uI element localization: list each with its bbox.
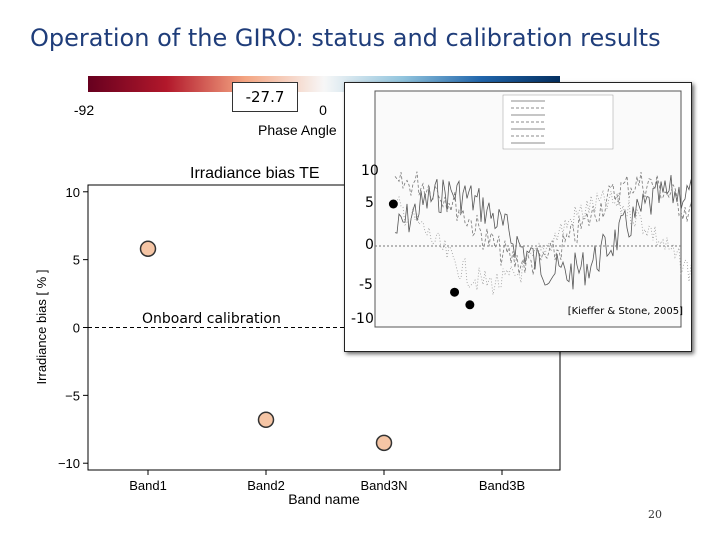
y-tick-label: 0 [73, 321, 80, 336]
y-axis-label: Irradiance bias [ % ] [34, 270, 49, 385]
inset-spectrum-curve [394, 171, 691, 275]
inset-label-minus5: -5 [359, 277, 373, 293]
data-point-band1 [139, 240, 157, 258]
data-point-band3n [375, 434, 393, 452]
inset-marker-2 [465, 300, 475, 310]
x-tick-label: Band1 [129, 478, 167, 493]
colorbar-tick-zero: 0 [319, 102, 327, 118]
inset-plot [374, 90, 691, 328]
x-tick-label: Band2 [247, 478, 285, 493]
x-axis-label: Band name [288, 491, 360, 507]
y-tick-label: −5 [65, 388, 80, 403]
x-tick-label: Band3B [479, 478, 525, 493]
colorbar-tick-min: -92 [74, 102, 94, 118]
colorbar-value-box: -27.7 [232, 82, 298, 112]
colorbar-label: Phase Angle [258, 122, 337, 138]
inset-label-10: 10 [361, 163, 379, 179]
inset-spectrum-curve [394, 174, 691, 290]
page-number: 20 [648, 508, 662, 521]
slide-title: Operation of the GIRO: status and calibr… [30, 24, 661, 52]
y-tick-label: 5 [73, 253, 80, 268]
inset-legend [502, 94, 614, 150]
reference-label: Onboard calibration [142, 311, 281, 327]
inset-marker-1 [450, 287, 460, 297]
data-point-band2 [257, 411, 275, 429]
x-tick-label: Band3N [361, 478, 408, 493]
inset-label-5: 5 [365, 195, 374, 211]
citation: [Kieffer & Stone, 2005] [567, 306, 683, 317]
y-tick-label: −10 [58, 456, 80, 471]
chart-title: Irradiance bias TE [190, 165, 320, 182]
inset-label-0: 0 [365, 237, 374, 253]
inset-label-minus10: -10 [351, 311, 374, 327]
inset-marker-0 [388, 199, 398, 209]
inset-figure: 10 5 0 -5 -10 [Kieffer & Stone, 2005] [344, 82, 692, 352]
y-tick-label: 10 [66, 185, 80, 200]
